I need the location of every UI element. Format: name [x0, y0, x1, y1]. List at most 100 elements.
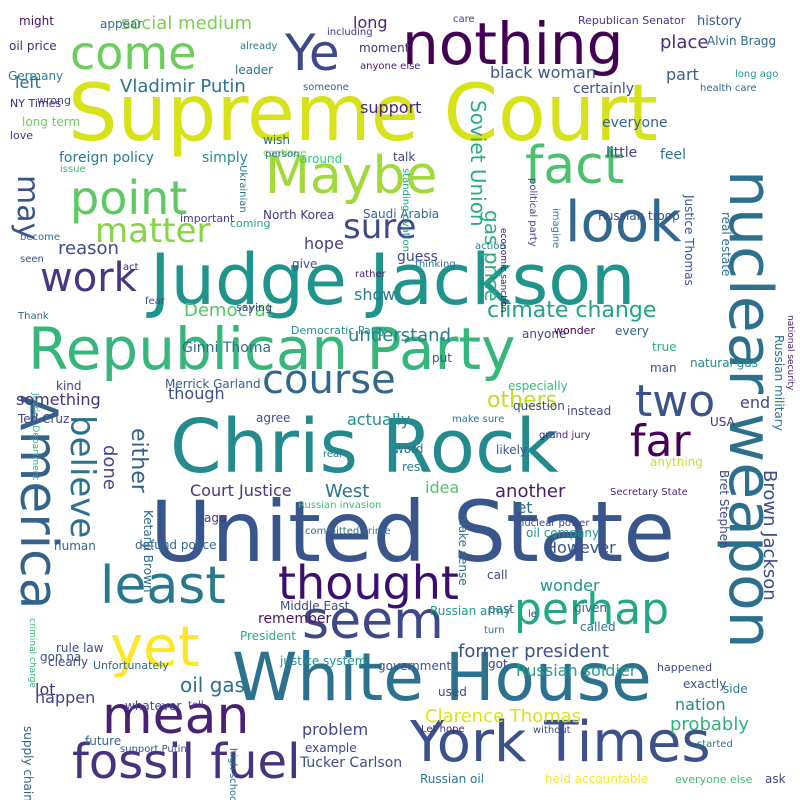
word-cloud-term: support	[360, 98, 422, 117]
word-cloud-term: Court Justice	[190, 481, 292, 500]
word-cloud-term: used	[438, 685, 467, 699]
word-cloud-term: end	[740, 393, 771, 412]
word-cloud-term: rest	[402, 460, 426, 474]
word-cloud-term: foreign policy	[59, 150, 154, 166]
word-cloud-term: Russian invasion	[298, 500, 382, 511]
word-cloud-term: come	[70, 26, 197, 80]
word-cloud-term: wonder	[554, 324, 595, 337]
word-cloud-term: President	[240, 629, 296, 643]
word-cloud-term: Maybe	[265, 146, 438, 206]
word-cloud-term: actually	[347, 410, 411, 429]
word-cloud-term: fact	[525, 136, 625, 196]
word-cloud-term: though	[168, 384, 225, 403]
word-cloud-term: place	[660, 32, 709, 53]
word-cloud-term: Ukrainian	[237, 165, 248, 213]
word-cloud-term: something	[16, 390, 101, 409]
word-cloud-term: grand jury	[539, 430, 591, 441]
word-cloud-term: everyone else	[675, 773, 753, 786]
word-cloud-term: nothing	[402, 10, 624, 78]
word-cloud-term: someone	[303, 82, 349, 93]
word-cloud-term: Russian soldier	[516, 661, 637, 680]
word-cloud-term: Bret Stephen	[717, 470, 731, 549]
word-cloud-term: Unfortunately	[93, 659, 169, 672]
word-cloud-term: rather	[355, 269, 386, 280]
word-cloud-term: Vladimir Putin	[120, 76, 246, 97]
word-cloud-term: Tucker Carlson	[300, 755, 403, 771]
word-cloud-term: Secretary State	[610, 487, 688, 498]
word-cloud-term: USA	[710, 415, 735, 429]
word-cloud-term: gon na	[40, 650, 82, 664]
word-cloud-term: oil gas	[180, 673, 246, 697]
word-cloud-term: rule law	[56, 641, 104, 655]
word-cloud-term: exactly	[683, 677, 727, 691]
word-cloud-term: idea	[425, 478, 460, 497]
word-cloud-term: York Times	[410, 710, 711, 775]
word-cloud-term: action	[475, 241, 506, 252]
word-cloud-term: likely	[496, 443, 528, 457]
word-cloud-term: look	[565, 190, 682, 255]
word-cloud-term: defund police	[135, 538, 217, 552]
word-cloud-term: Ginni Thoma	[182, 340, 272, 356]
word-cloud-term: lot	[35, 680, 56, 699]
word-cloud-term: part	[666, 65, 699, 84]
word-cloud-term: appear	[100, 17, 143, 31]
word-cloud-term: social medium	[121, 13, 253, 34]
word-cloud-term: political party	[527, 178, 538, 247]
word-cloud-term: care	[453, 14, 475, 25]
word-cloud-term: especially	[508, 379, 568, 393]
word-cloud-term: Merrick Garland	[165, 377, 261, 391]
word-cloud-term: wrong	[37, 94, 71, 107]
word-cloud-term: point	[70, 171, 188, 225]
word-cloud-term: sure	[343, 207, 417, 247]
word-cloud-term: Germany	[8, 69, 64, 83]
word-cloud-term: understand	[348, 325, 452, 346]
word-cloud-term: feel	[660, 147, 687, 163]
word-cloud-term: Democratic Party	[291, 324, 387, 337]
word-cloud-term: real estate	[719, 212, 733, 277]
word-cloud-term: true	[652, 340, 677, 354]
word-cloud-term: example	[305, 741, 357, 755]
word-cloud-term: show	[354, 285, 396, 304]
word-cloud-term: Let hope	[421, 724, 465, 735]
word-cloud-term: might	[19, 14, 54, 28]
word-cloud-term: seem	[302, 591, 444, 651]
word-cloud-term: ago	[204, 511, 227, 525]
word-cloud-term: remember	[258, 611, 332, 627]
word-cloud-term: long term	[22, 115, 81, 129]
word-cloud-term: around	[300, 152, 343, 166]
word-cloud-term: oil company	[526, 526, 600, 540]
word-cloud-term: anyone	[522, 327, 567, 341]
word-cloud-term: justice system	[280, 654, 367, 668]
word-cloud-term: supply chain	[21, 726, 35, 800]
word-cloud-term: issue	[60, 164, 86, 175]
word-cloud-term: talk	[393, 150, 416, 164]
word-cloud-term: seen	[20, 254, 44, 265]
word-cloud-term: leader	[235, 63, 274, 77]
word-cloud-term: Brown Jackson	[759, 470, 780, 601]
word-cloud-term: every	[615, 324, 649, 338]
word-cloud-term: others	[487, 388, 558, 413]
word-cloud-term: Thank	[18, 311, 49, 322]
word-cloud-term: may	[10, 175, 45, 241]
word-cloud-term: tell	[188, 700, 204, 711]
word-cloud-term: believe	[62, 415, 102, 539]
word-cloud-term: Middle East	[280, 599, 350, 613]
word-cloud-term: either	[126, 428, 151, 493]
word-cloud-term: simply	[202, 150, 248, 166]
word-cloud-term: problem	[302, 720, 369, 739]
word-cloud-term: important	[180, 212, 235, 225]
word-cloud-term: wish	[263, 133, 291, 147]
word-cloud-term: Alvin Bragg	[707, 34, 777, 48]
word-cloud-term: Justice Department	[30, 393, 40, 480]
word-cloud-term: criminal charge	[27, 618, 37, 688]
word-cloud-term: Saudi Arabia	[363, 207, 440, 221]
word-cloud-term: long ago	[735, 69, 779, 80]
word-cloud-term: wonder	[540, 576, 600, 595]
word-cloud-term: given	[574, 601, 608, 615]
word-cloud-term: question	[513, 399, 565, 413]
word-cloud-term: oil price	[9, 39, 57, 53]
word-cloud-term: anything	[650, 455, 703, 469]
word-cloud-term: agree	[256, 411, 291, 425]
word-cloud-term: happened	[657, 661, 713, 674]
word-cloud-term: held accountable	[545, 772, 649, 786]
